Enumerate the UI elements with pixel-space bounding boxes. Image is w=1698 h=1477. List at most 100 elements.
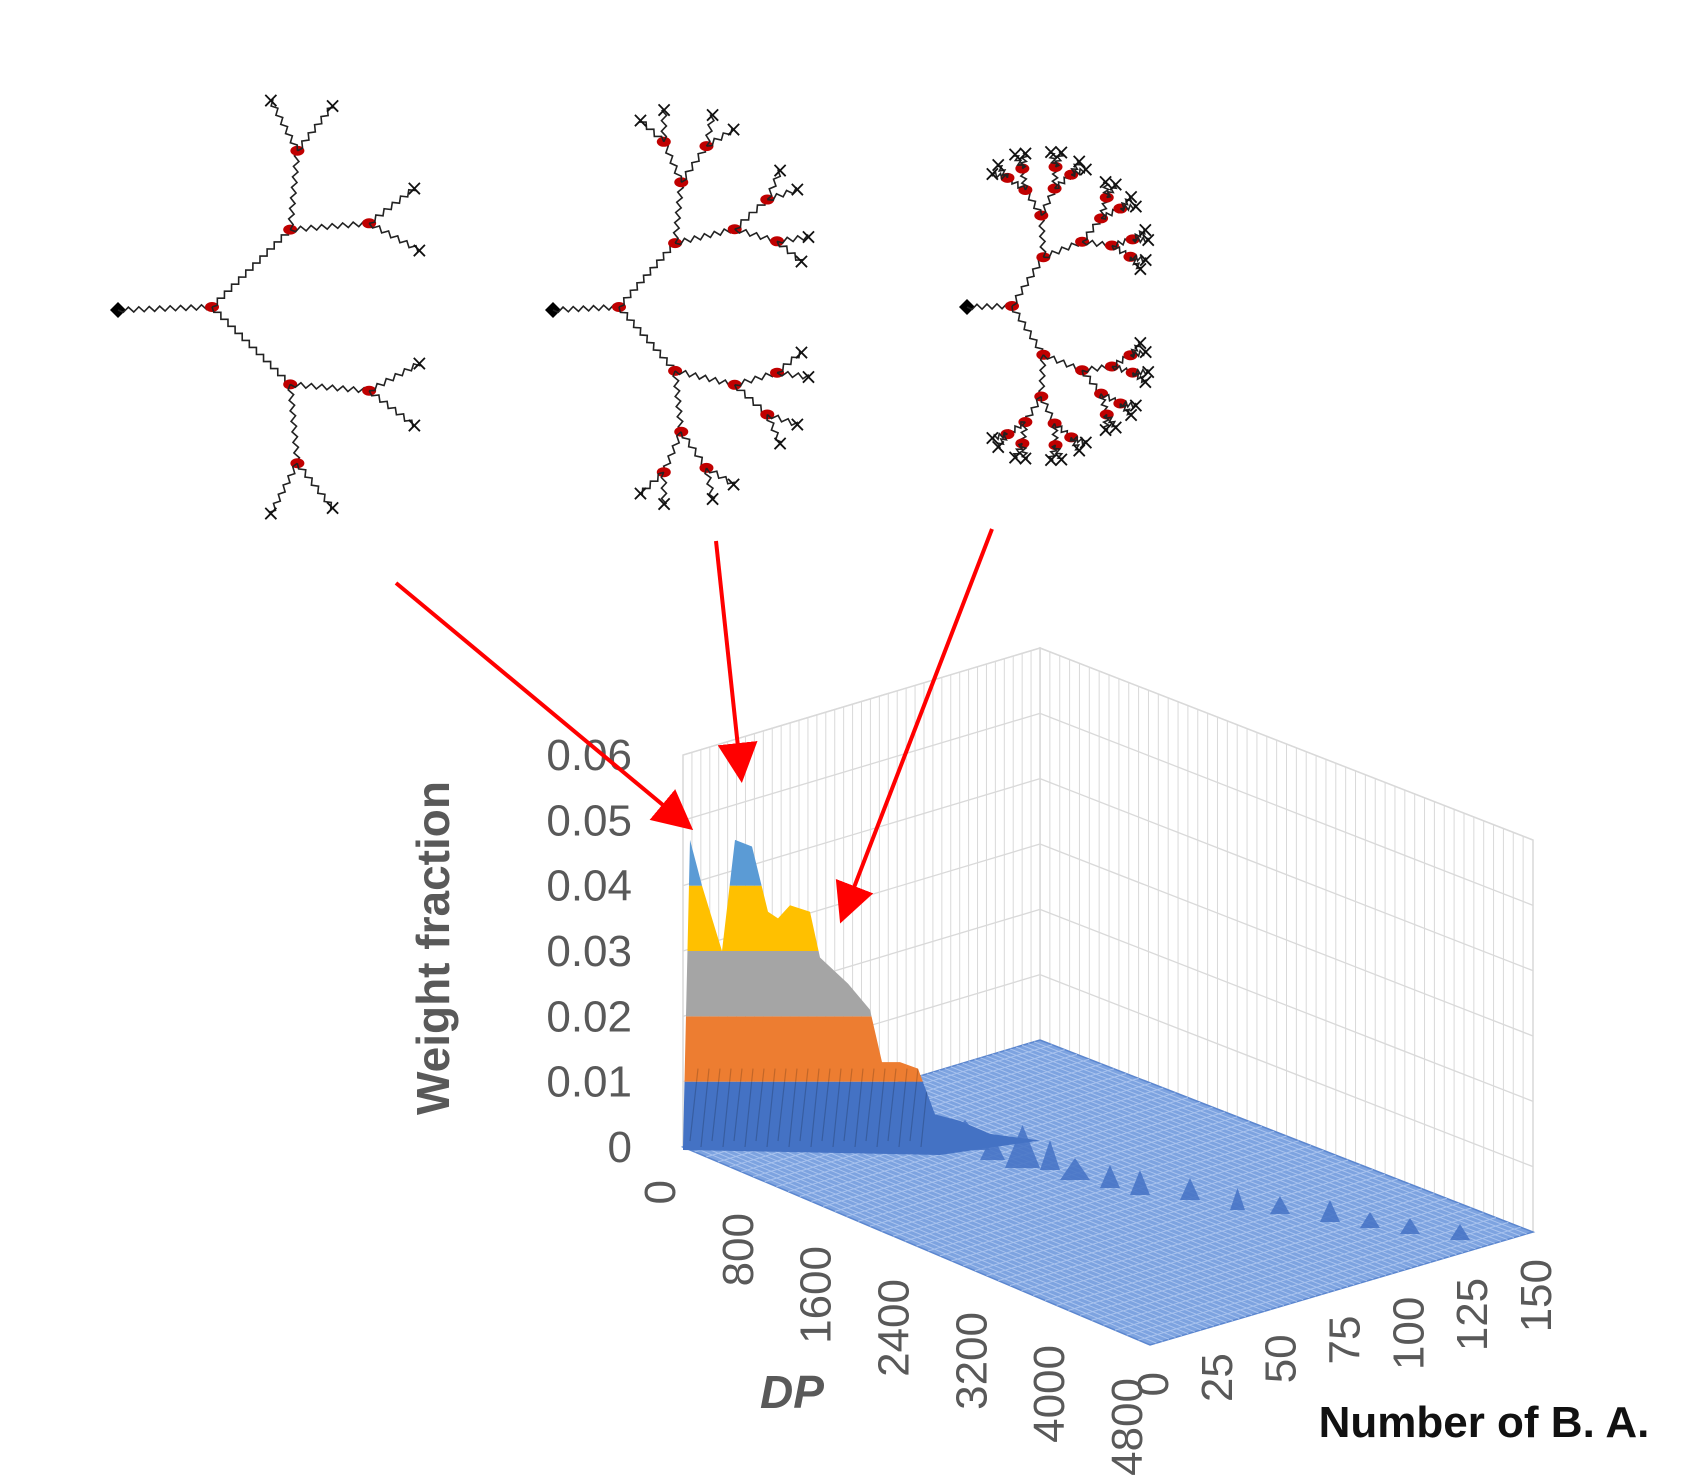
polymer-chain: [734, 369, 778, 387]
polymer-chain: [289, 381, 370, 394]
polymer-chain: [660, 471, 668, 505]
x-axis-ticks: 0 800 1600 2400 3200 4000 4800: [636, 1180, 1152, 1476]
floor-gridline: [963, 1154, 1336, 1267]
chain-end-x-icon: ×: [792, 250, 810, 275]
surface-spike: [1400, 1218, 1420, 1234]
chain-end-x-icon: ×: [1122, 403, 1140, 428]
chain-end-x-icon: ×: [1131, 257, 1149, 282]
polymer-chain: [674, 226, 735, 246]
x-tick-label: 1600: [792, 1246, 841, 1344]
chain-end-x-icon: ×: [1016, 447, 1034, 472]
chain-end-x-icon: ×: [703, 487, 721, 512]
floor-gridline: [893, 1125, 1262, 1237]
floor-gridline: [1021, 1178, 1398, 1292]
floor-gridline: [1138, 1226, 1521, 1341]
surface-spike: [1130, 1170, 1150, 1195]
chain-end-x-icon: ×: [1136, 340, 1154, 365]
chain-end-x-icon: ×: [1070, 149, 1088, 174]
surface-facet: [887, 1068, 897, 1142]
surface-spike: [1320, 1200, 1340, 1222]
polymer-chain: [1101, 413, 1111, 431]
polymer-chain: [674, 369, 736, 388]
chain-end-x-icon: ×: [1016, 141, 1034, 166]
chain-end-x-icon: ×: [983, 426, 1001, 451]
polymer-chain: [368, 188, 417, 225]
polymer-chain: [766, 413, 799, 427]
chain-end-x-icon: ×: [323, 496, 341, 521]
floor-gridline: [998, 1169, 1373, 1282]
polymer-chain: [766, 414, 783, 444]
polymer-chain: [776, 370, 810, 380]
chain-end-x-icon: ×: [410, 352, 428, 377]
polymer-chain: [705, 467, 736, 485]
polymer-chain: [662, 431, 682, 474]
polymer-chain: [296, 463, 333, 510]
polymer-chain: [1131, 372, 1148, 384]
polymer-chain: [776, 350, 801, 374]
polymer-chain: [289, 220, 370, 233]
polymer-chain: [1069, 437, 1082, 451]
polymer-chain: [766, 169, 782, 201]
structure-low-branching: × × × × × × × ×: [110, 88, 429, 527]
chain-end-x-icon: ×: [631, 108, 649, 133]
floor-gridline: [986, 1164, 1361, 1277]
surface-facet: [909, 1068, 919, 1142]
polymer-chain: [211, 306, 292, 384]
x-tick-label: 4000: [1025, 1345, 1074, 1443]
chain-end-x-icon: ×: [323, 94, 341, 119]
x-tick-label: 800: [714, 1213, 763, 1286]
structure-medium-branching: × × ××××××××××××××: [545, 98, 818, 517]
polymer-chain: [297, 106, 335, 152]
chain-end-x-icon: ×: [405, 177, 423, 202]
polymer-chain: [1081, 216, 1101, 243]
polymer-chain: [1011, 257, 1046, 307]
y-tick-label: 25: [1193, 1353, 1242, 1402]
polymer-chain: [776, 240, 804, 262]
polymer-chain: [1042, 354, 1084, 372]
polymer-chain: [1024, 395, 1042, 424]
z-tick-label: 0.05: [546, 796, 632, 845]
chain-end-x-icon: ×: [1139, 360, 1157, 385]
chain-end-x-icon: ×: [262, 502, 280, 527]
polymer-chain: [1011, 305, 1044, 357]
chain-end-x-icon: ×: [788, 178, 806, 203]
floor-gridline: [951, 1149, 1324, 1262]
chain-end-x-icon: ×: [1136, 370, 1154, 395]
polymer-chain: [641, 471, 665, 496]
z-tick-label: 0: [608, 1123, 632, 1172]
surface-facet: [799, 1068, 809, 1142]
polymer-chain: [672, 370, 685, 433]
surface-facet: [689, 1068, 699, 1142]
polymer-chain: [966, 302, 1013, 311]
surface-facet: [843, 1068, 853, 1142]
surface-spike: [1005, 1125, 1040, 1168]
floor-gridline: [1056, 1193, 1435, 1306]
chain-end-x-icon: ×: [1136, 248, 1154, 273]
z-axis-label: Weight fraction: [407, 781, 459, 1115]
polymer-chain: [704, 467, 716, 500]
y-tick-label: 75: [1321, 1316, 1370, 1365]
x-tick-label: 3200: [947, 1312, 996, 1410]
y-axis-label: Number of B. A.: [1319, 1398, 1650, 1447]
polymer-chain: [1106, 182, 1118, 199]
polymer-chain: [660, 109, 668, 143]
floor-gridline: [1103, 1212, 1484, 1326]
surface-facet: [711, 1068, 721, 1142]
z-tick-label: 0.04: [546, 862, 632, 911]
z-tick-label: 0.01: [546, 1058, 632, 1107]
polymer-chain: [1130, 348, 1146, 359]
floor-gridline: [1044, 1188, 1423, 1301]
floor-gridline: [928, 1140, 1299, 1252]
surface-spike: [1360, 1212, 1380, 1228]
polymer-chain: [776, 233, 809, 244]
surface-facet: [854, 1068, 864, 1148]
chain-end-x-icon: ×: [405, 413, 423, 438]
polymer-chain: [638, 121, 665, 143]
chain-end-x-icon: ×: [703, 103, 721, 128]
polymer-chain: [287, 150, 301, 231]
polymer-chain: [1037, 354, 1047, 398]
polymer-chain: [1043, 239, 1082, 259]
arrow-low-branching: [394, 581, 694, 831]
surface-spike: [1040, 1140, 1060, 1170]
polymer-chain: [1132, 235, 1150, 245]
